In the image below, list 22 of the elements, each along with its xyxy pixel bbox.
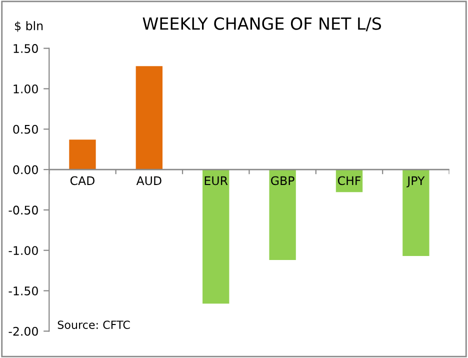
bar <box>69 140 96 170</box>
chart-title: WEEKLY CHANGE OF NET L/S <box>142 17 382 32</box>
x-tick-label: AUD <box>136 176 162 186</box>
y-tick-label: 1.00 <box>14 84 38 94</box>
x-tick-label: GBP <box>271 176 294 186</box>
x-tick-label: CHF <box>338 176 361 186</box>
y-tick-label: 1.50 <box>14 44 38 53</box>
annotation: Source: CFTC <box>58 320 130 329</box>
x-tick-label: CAD <box>70 176 94 186</box>
bar <box>202 170 230 304</box>
x-tick-label: JPY <box>406 176 425 188</box>
y-tick-label: 0.00 <box>13 165 38 174</box>
y-tick-label: -1.50 <box>8 286 38 296</box>
bar <box>136 66 163 170</box>
y-tick-label: -0.50 <box>8 206 38 215</box>
y-tick-label: 0.50 <box>13 124 38 134</box>
bar <box>402 170 430 256</box>
y-tick-label: -1.00 <box>8 246 38 255</box>
bar <box>269 170 296 260</box>
x-tick-label: EUR <box>204 176 228 186</box>
y-axis-title: $ bln <box>15 21 43 32</box>
y-tick-label: -2.00 <box>8 326 38 336</box>
